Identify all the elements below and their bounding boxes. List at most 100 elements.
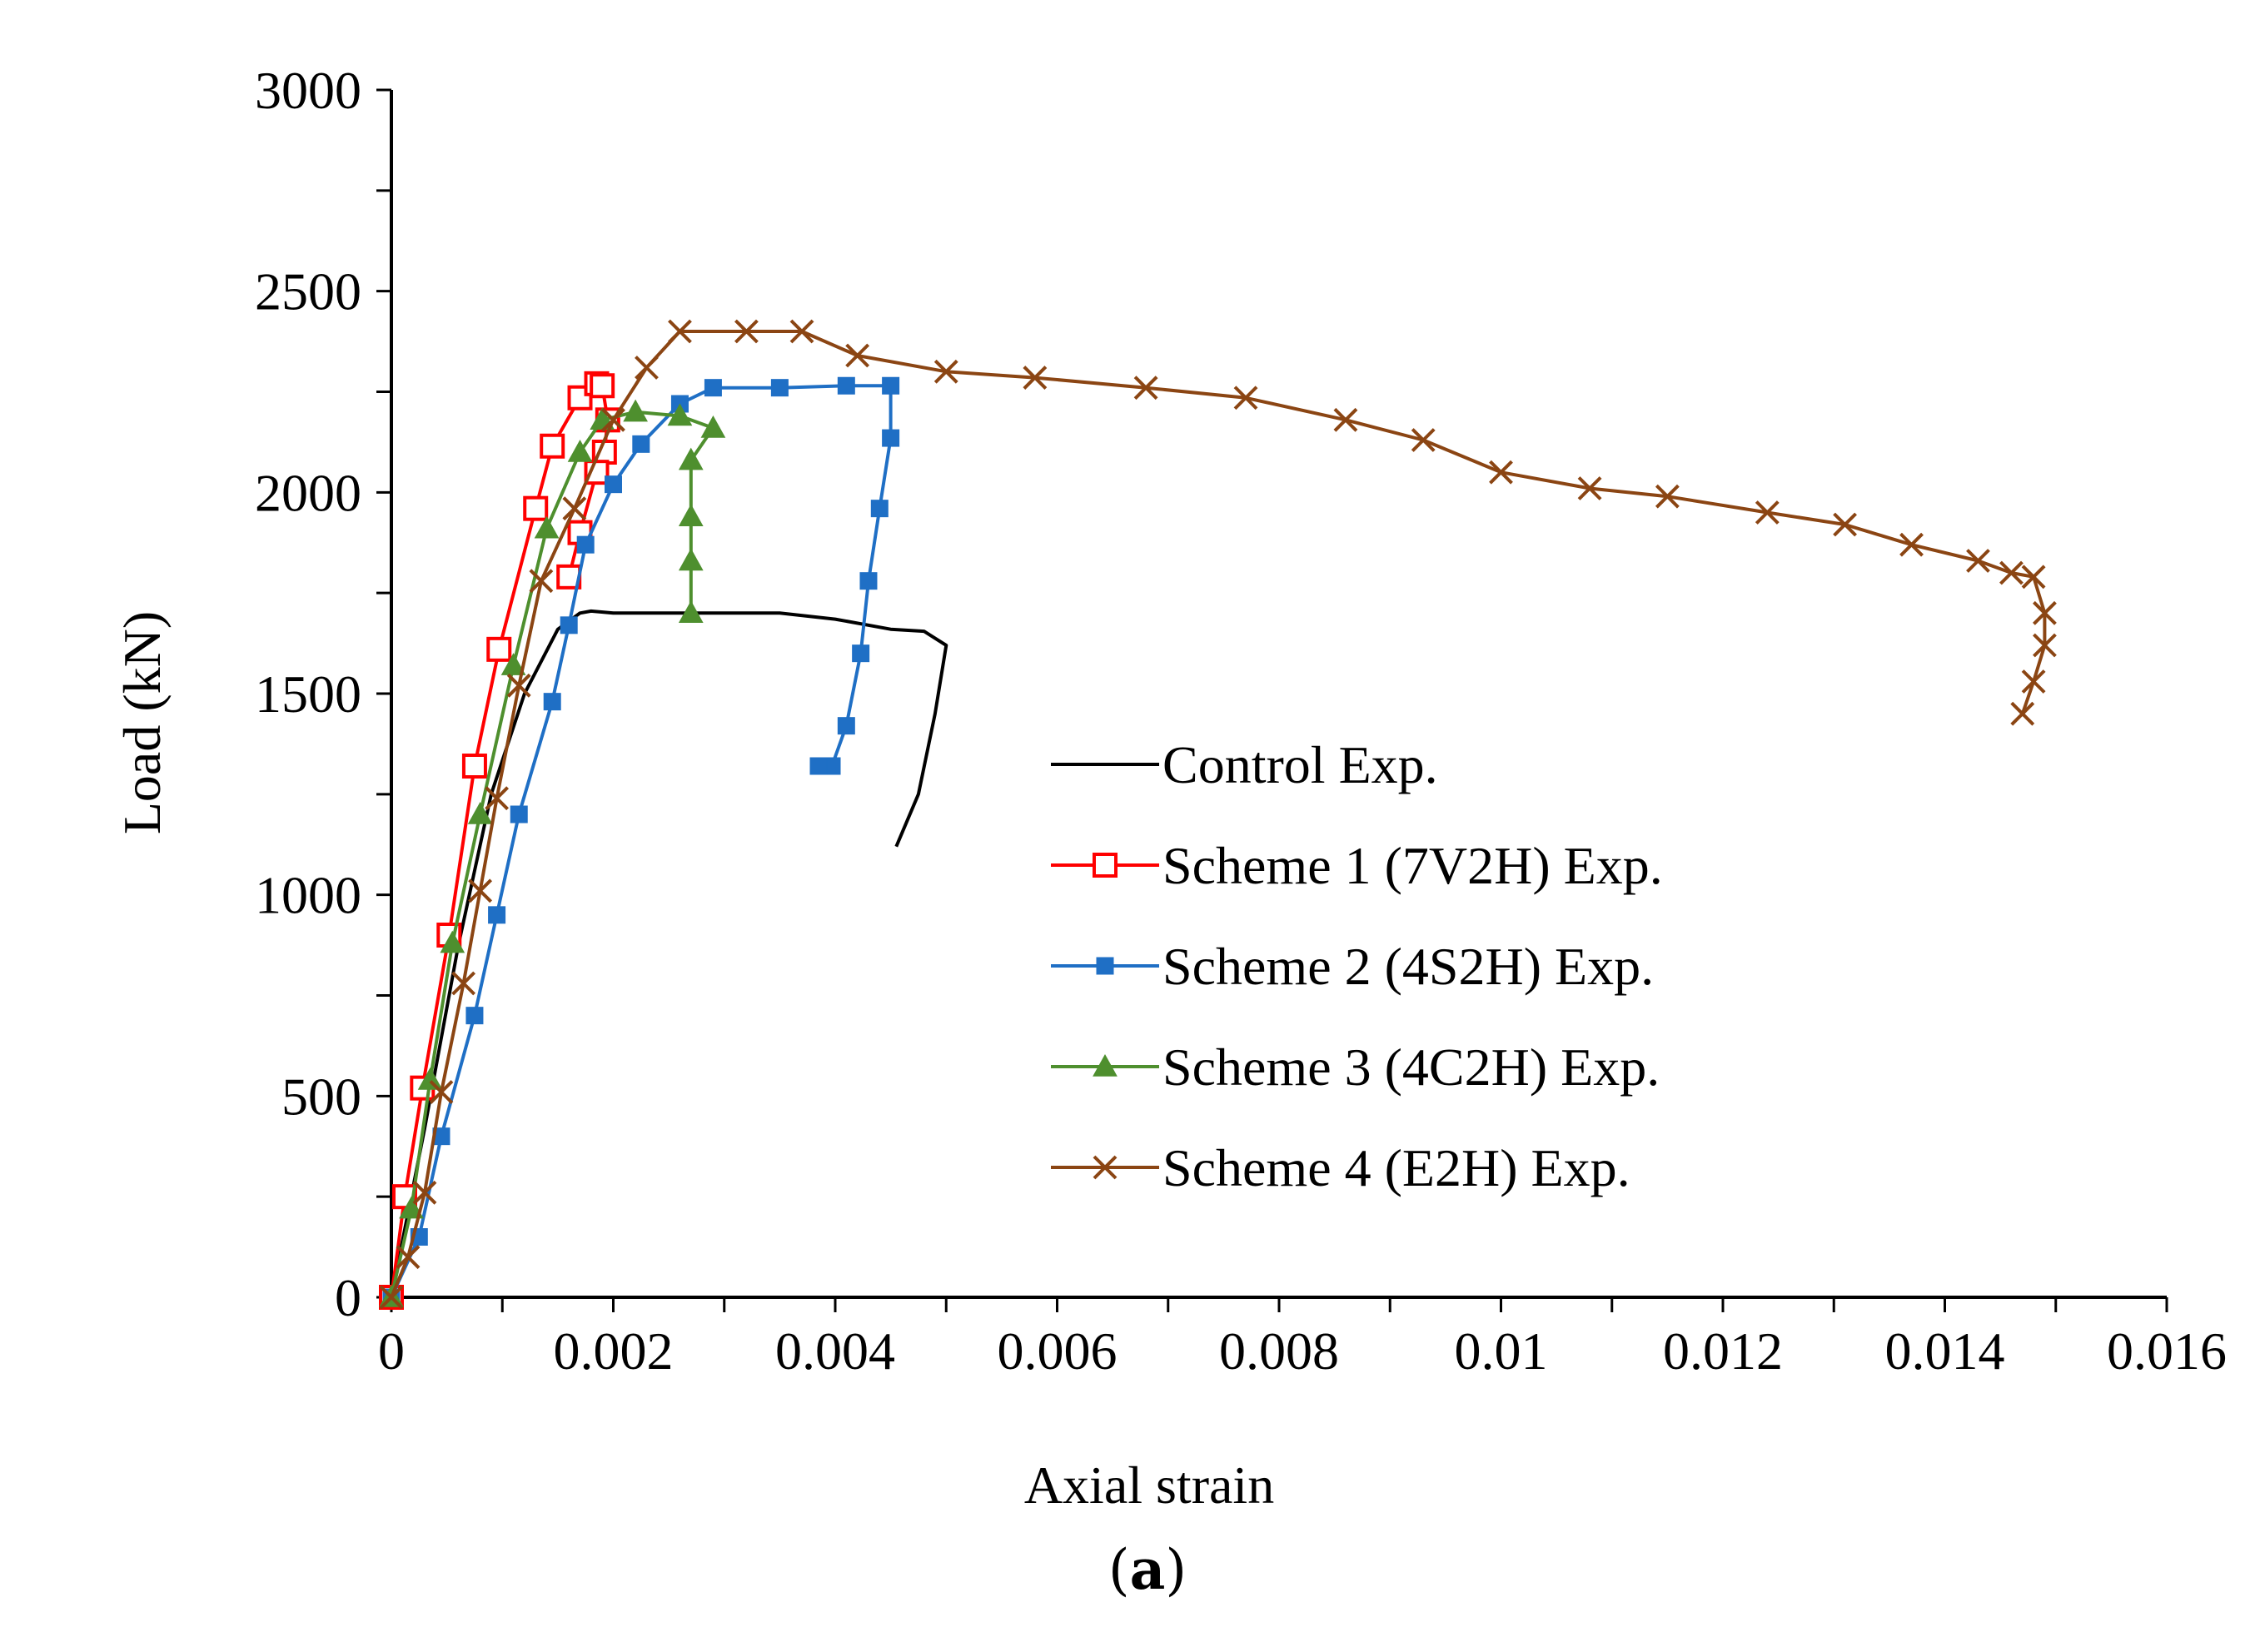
y-tick-label: 1000: [255, 866, 361, 925]
data-point: [2010, 701, 2035, 726]
data-point: [396, 1245, 421, 1270]
y-tick-label: 1500: [255, 664, 361, 724]
y-tick-label: 500: [281, 1067, 361, 1126]
data-point: [523, 495, 549, 521]
data-point: [882, 376, 900, 395]
data-point: [429, 1080, 454, 1104]
data-point: [668, 319, 692, 344]
data-point: [2021, 565, 2046, 590]
legend-swatch-marker: [1093, 1053, 1118, 1077]
series-1: [390, 609, 948, 1298]
data-point: [1899, 532, 1924, 557]
data-point: [488, 906, 506, 924]
data-point: [623, 399, 648, 422]
x-tick-label: 0.01: [1455, 1321, 1548, 1381]
series-4: [379, 399, 726, 1307]
x-tick-label: 0.016: [2107, 1321, 2227, 1381]
data-point: [859, 572, 878, 590]
data-point: [440, 930, 465, 953]
data-point: [2033, 633, 2057, 658]
legend-label: Scheme 1 (7V2H) Exp.: [1162, 836, 1663, 895]
data-point: [1655, 484, 1680, 509]
data-point: [678, 548, 704, 571]
y-axis: 0 500 1000 1500 2000 2500 3000: [255, 61, 393, 1327]
x-tick-label: 0: [378, 1321, 405, 1381]
caption-open-paren: (: [1108, 1538, 1130, 1602]
data-point: [882, 429, 900, 447]
data-point: [837, 717, 855, 735]
data-point: [933, 359, 958, 384]
data-point: [2033, 600, 2057, 625]
data-point: [529, 569, 554, 594]
legend-swatch-marker: [1093, 853, 1118, 878]
data-point: [461, 754, 487, 779]
x-tick-label: 0.006: [998, 1321, 1118, 1381]
y-tick-label: 2000: [255, 463, 361, 522]
data-point: [852, 644, 870, 663]
data-point: [845, 343, 870, 368]
y-ticks: 0 500 1000 1500 2000 2500 3000: [255, 61, 391, 1327]
data-point: [1755, 500, 1780, 525]
data-point: [837, 376, 855, 395]
data-point: [560, 616, 578, 634]
data-point: [399, 1196, 424, 1219]
legend-label: Control Exp.: [1162, 735, 1438, 794]
caption-close-paren: ): [1165, 1538, 1187, 1602]
data-point: [789, 319, 814, 344]
data-point: [1966, 549, 1990, 573]
data-point: [412, 1180, 437, 1205]
data-point: [500, 653, 526, 675]
data-point: [667, 403, 693, 426]
plot-series: [379, 319, 2057, 1310]
data-point: [870, 500, 889, 518]
data-point: [590, 373, 615, 399]
data-point: [1411, 428, 1436, 452]
x-tick-label: 0.012: [1663, 1321, 1783, 1381]
y-tick-label: 0: [335, 1268, 361, 1327]
data-point: [417, 1067, 443, 1090]
data-point: [467, 801, 493, 824]
x-tick-label: 0.014: [1885, 1321, 2005, 1381]
data-point: [506, 673, 531, 698]
series-line: [390, 410, 715, 1298]
data-point: [465, 1007, 484, 1025]
data-point: [567, 439, 593, 462]
data-point: [678, 447, 704, 470]
data-point: [485, 786, 510, 811]
y-tick-label: 2500: [255, 262, 361, 321]
legend-item: Scheme 2 (4S2H) Exp.: [1051, 937, 1654, 996]
data-point: [1133, 376, 1158, 401]
data-point: [510, 805, 528, 824]
legend-item: Control Exp.: [1051, 735, 1438, 794]
figure-caption: (a): [1108, 1537, 1187, 1602]
legend: Control Exp. Scheme 1 (7V2H) Exp. Scheme 2…: [1051, 735, 1663, 1197]
data-point: [562, 496, 587, 521]
data-point: [468, 878, 493, 903]
data-point: [809, 757, 828, 775]
legend-item: Scheme 1 (7V2H) Exp.: [1051, 836, 1663, 895]
data-point: [379, 1285, 404, 1310]
data-point: [1833, 512, 1857, 537]
data-point: [1023, 366, 1048, 390]
legend-swatch-marker: [1096, 957, 1114, 975]
y-tick-label: 3000: [255, 61, 361, 120]
data-point: [451, 971, 476, 996]
x-tick-label: 0.002: [554, 1321, 674, 1381]
series-3: [382, 376, 900, 1306]
data-point: [534, 515, 560, 539]
data-point: [1333, 407, 1358, 432]
x-axis-title: Axial strain: [1024, 1455, 1274, 1515]
legend-label: Scheme 3 (4C2H) Exp.: [1162, 1037, 1660, 1097]
x-tick-label: 0.008: [1219, 1321, 1339, 1381]
data-point: [486, 636, 512, 662]
caption-letter: a: [1130, 1537, 1166, 1602]
data-point: [2021, 669, 2046, 694]
legend-item: Scheme 3 (4C2H) Exp.: [1051, 1037, 1660, 1097]
data-point: [704, 379, 722, 397]
x-ticks: 0 0.002 0.004 0.006 0.008 0.01 0.012 0.014 0.016: [378, 1297, 2227, 1381]
series-line: [390, 384, 893, 1298]
data-point: [601, 407, 625, 432]
series-line: [390, 609, 948, 1298]
data-point: [540, 433, 565, 459]
data-point: [1999, 560, 2024, 585]
